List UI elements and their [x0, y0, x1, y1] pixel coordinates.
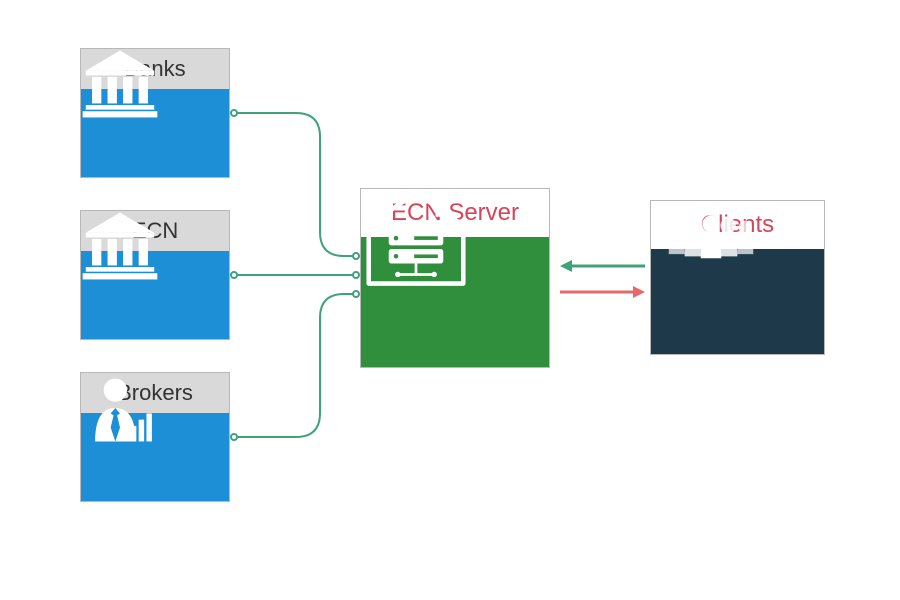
- node-banks-label: Banks: [81, 49, 229, 89]
- node-clients-label: Clients: [651, 201, 824, 249]
- server-house-icon: [361, 237, 549, 367]
- node-ecn-label: ECN: [81, 211, 229, 251]
- node-banks: Banks $: [80, 48, 230, 178]
- node-brokers: Brokers: [80, 372, 230, 502]
- node-clients: Clients: [650, 200, 825, 355]
- people-icon: [651, 249, 824, 354]
- node-server: ECN Server: [360, 188, 550, 368]
- node-server-label: ECN Server: [361, 189, 549, 237]
- bank-icon: [81, 251, 229, 339]
- broker-icon: [81, 413, 229, 501]
- node-brokers-label: Brokers: [81, 373, 229, 413]
- connector-endpoint-icon: [352, 252, 360, 260]
- connector-endpoint-icon: [230, 271, 238, 279]
- connector-endpoint-icon: [230, 109, 238, 117]
- connector-endpoint-icon: [352, 271, 360, 279]
- connector-endpoint-icon: [352, 290, 360, 298]
- bank-dollar-icon: $: [81, 89, 229, 177]
- connector-endpoint-icon: [230, 433, 238, 441]
- node-ecn: ECN: [80, 210, 230, 340]
